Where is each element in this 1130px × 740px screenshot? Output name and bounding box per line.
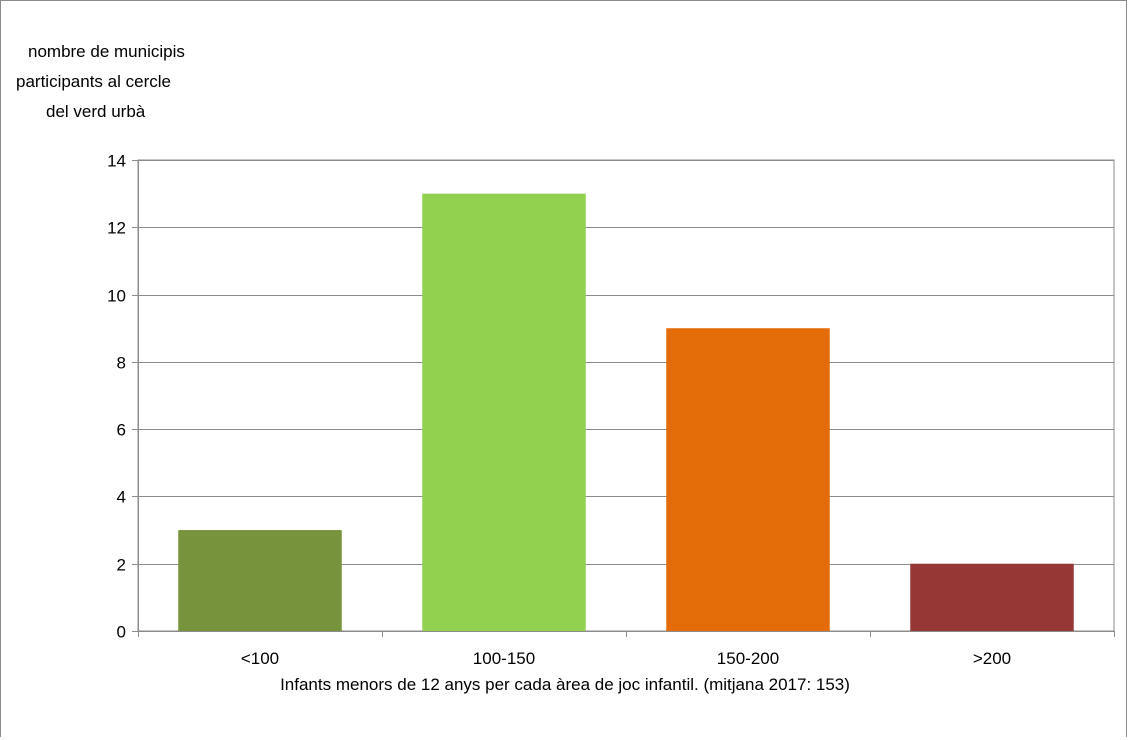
y-tick-label: 4 — [117, 488, 126, 507]
bar — [910, 563, 1074, 631]
y-tick-label: 14 — [107, 152, 126, 171]
y-tick-label: 0 — [117, 623, 126, 642]
x-tick-label: >200 — [973, 649, 1011, 668]
x-tick-label: <100 — [241, 649, 279, 668]
x-tick-label: 100-150 — [473, 649, 535, 668]
bar — [666, 328, 830, 631]
y-tick-label: 2 — [117, 556, 126, 575]
x-tick-label: 150-200 — [717, 649, 779, 668]
bar — [422, 193, 586, 631]
y-tick-label: 8 — [117, 354, 126, 373]
y-tick-label: 12 — [107, 219, 126, 238]
x-axis-label: Infants menors de 12 anys per cada àrea … — [280, 675, 850, 694]
y-axis-label-line-2: participants al cercle — [16, 72, 171, 91]
bar — [178, 530, 342, 631]
y-axis-label-line-1: nombre de municipis — [28, 42, 185, 61]
y-axis-label-line-3: del verd urbà — [46, 102, 146, 121]
y-tick-label: 10 — [107, 287, 126, 306]
y-tick-label: 6 — [117, 421, 126, 440]
